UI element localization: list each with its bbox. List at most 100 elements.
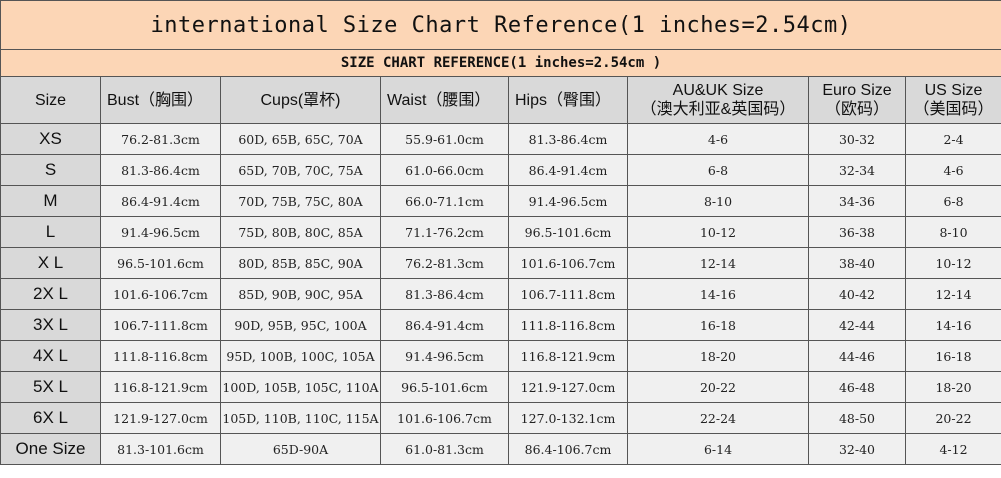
header-au-uk-size: AU&UK Size （澳大利亚&英国码）	[627, 76, 809, 124]
cell-size: 2X L	[0, 278, 101, 310]
cell-hips: 116.8-121.9cm	[508, 340, 628, 372]
cell-us-size: 14-16	[904, 309, 1001, 341]
cell-hips: 81.3-86.4cm	[508, 123, 628, 155]
table-row: 4X L 111.8-116.8cm 95D, 100B, 100C, 105A 91…	[0, 340, 1001, 372]
cell-euro-size: 48-50	[808, 402, 906, 434]
header-label: Hips（臀围）	[515, 91, 612, 109]
cell-au-uk-size: 6-14	[627, 433, 809, 465]
cell-cups: 65D, 70B, 70C, 75A	[220, 154, 381, 186]
table-row: XS 76.2-81.3cm 60D, 65B, 65C, 70A 55.9-61.0…	[0, 123, 1001, 155]
size-chart-table: international Size Chart Reference(1 inc…	[0, 0, 1001, 465]
cell-au-uk-size: 20-22	[627, 371, 809, 403]
cell-us-size: 4-12	[904, 433, 1001, 465]
cell-bust: 81.3-86.4cm	[100, 154, 221, 186]
cell-cups: 95D, 100B, 100C, 105A	[220, 340, 381, 372]
table-row: 2X L 101.6-106.7cm 85D, 90B, 90C, 95A 81.3-…	[0, 278, 1001, 310]
cell-au-uk-size: 12-14	[627, 247, 809, 279]
cell-euro-size: 34-36	[808, 185, 906, 217]
cell-bust: 106.7-111.8cm	[100, 309, 221, 341]
cell-euro-size: 38-40	[808, 247, 906, 279]
cell-au-uk-size: 6-8	[627, 154, 809, 186]
cell-us-size: 10-12	[904, 247, 1001, 279]
cell-waist: 91.4-96.5cm	[380, 340, 509, 372]
cell-cups: 75D, 80B, 80C, 85A	[220, 216, 381, 248]
cell-hips: 121.9-127.0cm	[508, 371, 628, 403]
table-row: 3X L 106.7-111.8cm 90D, 95B, 95C, 100A 86.4…	[0, 309, 1001, 341]
cell-cups: 60D, 65B, 65C, 70A	[220, 123, 381, 155]
header-cups: Cups(罩杯)	[220, 76, 381, 124]
cell-bust: 91.4-96.5cm	[100, 216, 221, 248]
header-row: Size Bust（胸围） Cups(罩杯) Waist（腰围） Hips（臀围） AU&…	[0, 76, 1001, 124]
header-label: AU&UK Size	[672, 82, 764, 99]
cell-euro-size: 30-32	[808, 123, 906, 155]
cell-au-uk-size: 22-24	[627, 402, 809, 434]
cell-hips: 127.0-132.1cm	[508, 402, 628, 434]
cell-euro-size: 32-40	[808, 433, 906, 465]
cell-waist: 66.0-71.1cm	[380, 185, 509, 217]
cell-hips: 96.5-101.6cm	[508, 216, 628, 248]
header-euro-size: Euro Size （欧码）	[808, 76, 906, 124]
cell-size: 5X L	[0, 371, 101, 403]
cell-size: 3X L	[0, 309, 101, 341]
cell-size: 4X L	[0, 340, 101, 372]
cell-hips: 106.7-111.8cm	[508, 278, 628, 310]
cell-hips: 101.6-106.7cm	[508, 247, 628, 279]
cell-us-size: 16-18	[904, 340, 1001, 372]
header-label: Cups(罩杯)	[260, 91, 341, 109]
cell-waist: 71.1-76.2cm	[380, 216, 509, 248]
cell-bust: 111.8-116.8cm	[100, 340, 221, 372]
cell-waist: 101.6-106.7cm	[380, 402, 509, 434]
cell-size: X L	[0, 247, 101, 279]
header-us-size: US Size （美国码）	[904, 76, 1001, 124]
cell-bust: 86.4-91.4cm	[100, 185, 221, 217]
header-waist: Waist（腰围）	[380, 76, 509, 124]
cell-waist: 61.0-66.0cm	[380, 154, 509, 186]
cell-us-size: 18-20	[904, 371, 1001, 403]
table-row: M 86.4-91.4cm 70D, 75B, 75C, 80A 66.0-71.1c…	[0, 185, 1001, 217]
header-sublabel: （美国码）	[913, 101, 994, 118]
cell-bust: 101.6-106.7cm	[100, 278, 221, 310]
cell-euro-size: 40-42	[808, 278, 906, 310]
cell-cups: 70D, 75B, 75C, 80A	[220, 185, 381, 217]
cell-au-uk-size: 8-10	[627, 185, 809, 217]
cell-waist: 96.5-101.6cm	[380, 371, 509, 403]
cell-au-uk-size: 18-20	[627, 340, 809, 372]
table-row: X L 96.5-101.6cm 80D, 85B, 85C, 90A 76.2-81…	[0, 247, 1001, 279]
cell-euro-size: 46-48	[808, 371, 906, 403]
cell-waist: 61.0-81.3cm	[380, 433, 509, 465]
cell-bust: 81.3-101.6cm	[100, 433, 221, 465]
header-label: Waist（腰围）	[387, 91, 491, 109]
cell-cups: 105D, 110B, 110C, 115A	[220, 402, 381, 434]
cell-us-size: 4-6	[904, 154, 1001, 186]
table-row: S 81.3-86.4cm 65D, 70B, 70C, 75A 61.0-66.0c…	[0, 154, 1001, 186]
table-row: One Size 81.3-101.6cm 65D-90A 61.0-81.3cm 86…	[0, 433, 1001, 465]
cell-euro-size: 42-44	[808, 309, 906, 341]
cell-us-size: 8-10	[904, 216, 1001, 248]
cell-size: XS	[0, 123, 101, 155]
cell-us-size: 6-8	[904, 185, 1001, 217]
cell-cups: 65D-90A	[220, 433, 381, 465]
header-sublabel: （澳大利亚&英国码）	[640, 101, 796, 118]
table-row: 5X L 116.8-121.9cm 100D, 105B, 105C, 110A 9…	[0, 371, 1001, 403]
cell-hips: 86.4-106.7cm	[508, 433, 628, 465]
header-label: US Size	[924, 82, 983, 99]
cell-au-uk-size: 4-6	[627, 123, 809, 155]
cell-waist: 86.4-91.4cm	[380, 309, 509, 341]
cell-size: L	[0, 216, 101, 248]
header-label: Euro Size	[822, 82, 892, 99]
cell-bust: 116.8-121.9cm	[100, 371, 221, 403]
cell-cups: 85D, 90B, 90C, 95A	[220, 278, 381, 310]
cell-waist: 76.2-81.3cm	[380, 247, 509, 279]
header-label: Size	[34, 91, 67, 109]
chart-subtitle: SIZE CHART REFERENCE(1 inches=2.54cm )	[0, 49, 1001, 77]
cell-hips: 86.4-91.4cm	[508, 154, 628, 186]
cell-us-size: 2-4	[904, 123, 1001, 155]
header-bust: Bust（胸围）	[100, 76, 221, 124]
chart-title: international Size Chart Reference(1 inc…	[0, 0, 1001, 50]
table-row: 6X L 121.9-127.0cm 105D, 110B, 110C, 115A 1…	[0, 402, 1001, 434]
table-row: L 91.4-96.5cm 75D, 80B, 80C, 85A 71.1-76.2c…	[0, 216, 1001, 248]
cell-size: M	[0, 185, 101, 217]
cell-size: One Size	[0, 433, 101, 465]
cell-waist: 81.3-86.4cm	[380, 278, 509, 310]
cell-us-size: 20-22	[904, 402, 1001, 434]
